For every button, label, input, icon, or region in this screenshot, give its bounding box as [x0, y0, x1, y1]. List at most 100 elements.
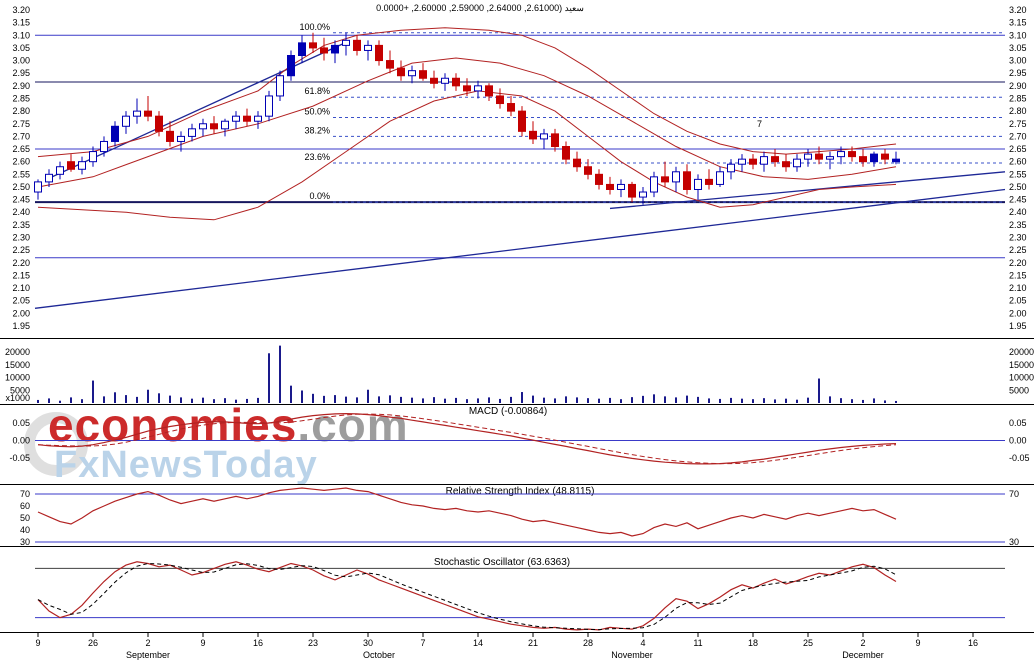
svg-text:1.95: 1.95 [1009, 321, 1027, 331]
candle [518, 110, 526, 132]
macd-lines [35, 412, 1005, 465]
macd-axis: 0.05 0.05 0.00 0.00 -0.05 -0.05 [9, 418, 1029, 463]
candle [661, 176, 669, 183]
svg-text:2.90: 2.90 [1009, 81, 1027, 91]
svg-text:2: 2 [860, 638, 865, 648]
watermark-tagline: FxNewsToday [54, 444, 318, 486]
candle [815, 153, 823, 160]
candle [419, 70, 427, 79]
svg-text:2.15: 2.15 [12, 270, 30, 280]
svg-text:2.55: 2.55 [12, 169, 30, 179]
svg-text:2.60: 2.60 [1009, 157, 1027, 167]
trendlines [34, 42, 1006, 309]
svg-text:2.75: 2.75 [1009, 119, 1027, 129]
candle [738, 158, 746, 165]
svg-text:2.55: 2.55 [1009, 169, 1027, 179]
candle [353, 39, 361, 51]
volume-bars [37, 345, 897, 403]
candle [606, 183, 614, 190]
svg-text:2: 2 [145, 638, 150, 648]
candle [45, 173, 53, 183]
panel-separators [0, 338, 1034, 633]
candle [859, 156, 867, 163]
candle [639, 191, 647, 198]
svg-text:2.40: 2.40 [1009, 207, 1027, 217]
candle [232, 115, 240, 122]
svg-text:September: September [126, 650, 170, 660]
candle [320, 47, 328, 54]
svg-text:70: 70 [20, 489, 30, 499]
svg-text:-0.05: -0.05 [1009, 453, 1030, 463]
candle [474, 85, 482, 92]
svg-text:23: 23 [308, 638, 318, 648]
svg-text:5000: 5000 [10, 385, 30, 395]
candle [375, 44, 383, 62]
svg-text:30: 30 [363, 638, 373, 648]
candle [331, 44, 339, 54]
svg-text:100.0%: 100.0% [299, 22, 330, 32]
svg-text:2.15: 2.15 [1009, 270, 1027, 280]
candle [870, 153, 878, 163]
macd-label: MACD (-0.00864) [468, 406, 548, 417]
candlesticks [34, 32, 900, 205]
svg-text:x1000: x1000 [5, 393, 30, 403]
rsi-line [35, 487, 1005, 543]
svg-text:2.45: 2.45 [1009, 195, 1027, 205]
candle [408, 70, 416, 77]
svg-text:25: 25 [803, 638, 813, 648]
svg-text:4: 4 [640, 638, 645, 648]
svg-text:61.8%: 61.8% [304, 86, 330, 96]
candle [617, 183, 625, 190]
svg-text:0.00: 0.00 [1009, 436, 1027, 446]
candle [771, 156, 779, 163]
candle [122, 115, 130, 127]
svg-text:0.05: 0.05 [12, 418, 30, 428]
candle [705, 178, 713, 185]
svg-text:18: 18 [748, 638, 758, 648]
candle [56, 166, 64, 175]
svg-text:2.70: 2.70 [12, 131, 30, 141]
svg-text:15000: 15000 [5, 360, 30, 370]
svg-text:0.05: 0.05 [1009, 418, 1027, 428]
candle [837, 151, 845, 158]
candle [826, 156, 834, 160]
candle [804, 153, 812, 160]
svg-text:26: 26 [88, 638, 98, 648]
svg-text:2.70: 2.70 [1009, 131, 1027, 141]
svg-text:9: 9 [200, 638, 205, 648]
svg-text:2.95: 2.95 [12, 68, 30, 78]
svg-text:0.0%: 0.0% [309, 191, 330, 201]
candle [892, 158, 900, 163]
svg-text:3.10: 3.10 [1009, 30, 1027, 40]
candle [210, 123, 218, 130]
candle [430, 77, 438, 84]
svg-text:2.25: 2.25 [12, 245, 30, 255]
svg-text:11: 11 [693, 638, 702, 648]
candle [716, 171, 724, 185]
svg-text:3.05: 3.05 [1009, 43, 1027, 53]
candle [793, 158, 801, 168]
candle [584, 166, 592, 175]
svg-text:2.50: 2.50 [1009, 182, 1027, 192]
candle [760, 156, 768, 165]
candle [452, 77, 460, 87]
candle [133, 110, 141, 117]
price-axis-right: 3.20 3.15 3.10 3.05 3.00 2.95 2.90 2.85 2.80 2.75… [1009, 5, 1027, 331]
candle [78, 161, 86, 170]
svg-text:3.20: 3.20 [12, 5, 30, 15]
candle [100, 140, 108, 153]
candle [496, 95, 504, 105]
svg-text:50.0%: 50.0% [304, 106, 330, 116]
svg-text:23.6%: 23.6% [304, 152, 330, 162]
svg-text:2.30: 2.30 [12, 233, 30, 243]
svg-text:9: 9 [915, 638, 920, 648]
svg-text:20000: 20000 [1009, 347, 1034, 357]
svg-text:2.85: 2.85 [12, 93, 30, 103]
svg-text:50: 50 [20, 513, 30, 523]
svg-text:2.85: 2.85 [1009, 93, 1027, 103]
candle [177, 135, 185, 142]
price-axis-left: 3.20 3.15 3.10 3.05 3.00 2.95 2.90 2.85 2.80 2.75… [12, 5, 30, 331]
